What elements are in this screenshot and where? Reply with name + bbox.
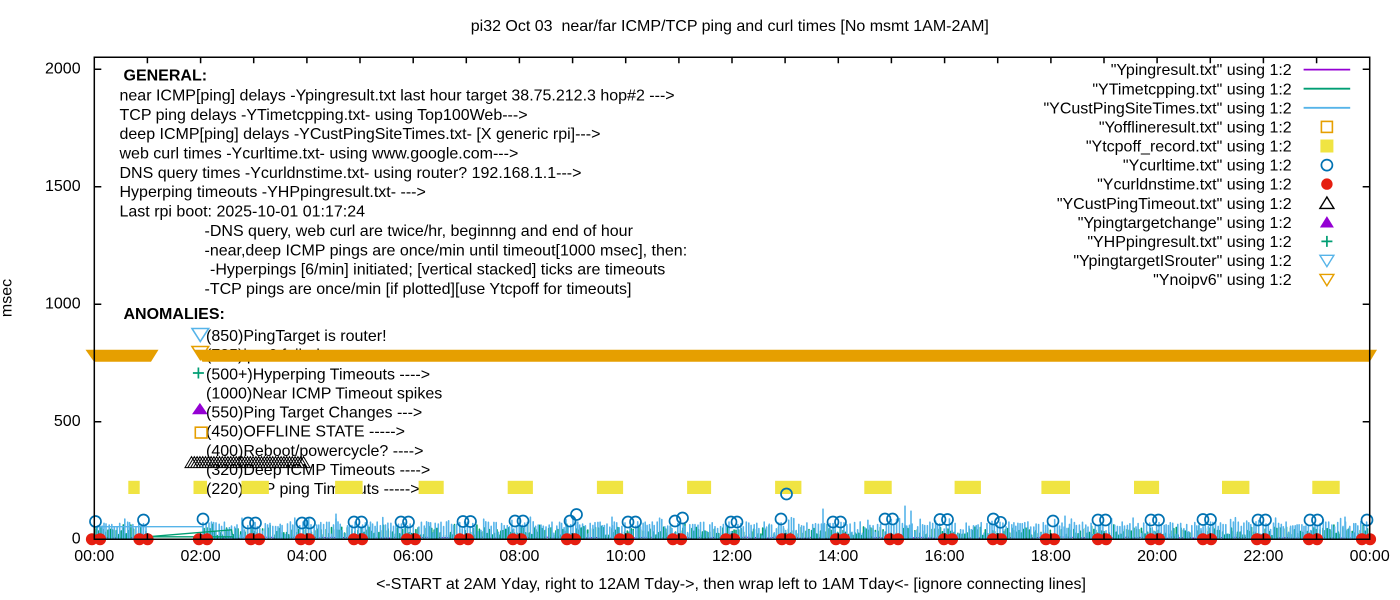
svg-text:-Hyperpings [6/min] initiated;: -Hyperpings [6/min] initiated; [vertical… xyxy=(210,262,665,279)
svg-text:10:00: 10:00 xyxy=(606,548,646,565)
svg-text:-DNS query, web curl are twice: -DNS query, web curl are twice/hr, begin… xyxy=(205,223,634,240)
svg-text:web curl times -Ycurltime.txt-: web curl times -Ycurltime.txt- using www… xyxy=(119,145,519,162)
svg-text:22:00: 22:00 xyxy=(1243,548,1283,565)
svg-text:0: 0 xyxy=(72,531,81,548)
svg-text:04:00: 04:00 xyxy=(287,548,327,565)
svg-text:"Ynoipv6" using 1:2: "Ynoipv6" using 1:2 xyxy=(1153,272,1292,289)
svg-text:"YCustPingTimeout.txt" using 1: "YCustPingTimeout.txt" using 1:2 xyxy=(1057,196,1292,213)
svg-text:"Ypingtargetchange" using 1:2: "Ypingtargetchange" using 1:2 xyxy=(1078,215,1292,232)
svg-text:Hyperping timeouts -YHPpingres: Hyperping timeouts -YHPpingresult.txt- -… xyxy=(120,184,426,201)
svg-text:"Ycurldnstime.txt" using 1:2: "Ycurldnstime.txt" using 1:2 xyxy=(1097,177,1292,194)
svg-text:00:00: 00:00 xyxy=(1350,548,1390,565)
svg-text:(400)Reboot/powercycle? ---->: (400)Reboot/powercycle? ----> xyxy=(206,443,423,460)
svg-text:02:00: 02:00 xyxy=(181,548,221,565)
svg-text:(500+)Hyperping Timeouts ---->: (500+)Hyperping Timeouts ----> xyxy=(206,366,430,383)
svg-text:Last rpi boot: 2025-10-01 01:1: Last rpi boot: 2025-10-01 01:17:24 xyxy=(120,204,366,221)
svg-text:near ICMP[ping] delays -Ypingr: near ICMP[ping] delays -Ypingresult.txt … xyxy=(120,87,675,104)
svg-text:DNS query times -Ycurldnstime.: DNS query times -Ycurldnstime.txt- using… xyxy=(120,165,582,182)
svg-text:14:00: 14:00 xyxy=(818,548,858,565)
svg-text:"YHPpingresult.txt" using 1:2: "YHPpingresult.txt" using 1:2 xyxy=(1087,234,1291,251)
svg-text:-TCP pings are once/min [if pl: -TCP pings are once/min [if plotted][use… xyxy=(205,281,632,298)
svg-text:"Ypingresult.txt" using 1:2: "Ypingresult.txt" using 1:2 xyxy=(1111,62,1292,79)
svg-text:msec: msec xyxy=(0,279,16,317)
svg-text:(1000)Near ICMP Timeout spikes: (1000)Near ICMP Timeout spikes xyxy=(206,385,442,402)
svg-text:-near,deep ICMP pings are once: -near,deep ICMP pings are once/min until… xyxy=(205,242,688,259)
svg-text:"YCustPingSiteTimes.txt" using: "YCustPingSiteTimes.txt" using 1:2 xyxy=(1043,100,1291,117)
svg-text:deep ICMP[ping] delays -YCustP: deep ICMP[ping] delays -YCustPingSiteTim… xyxy=(120,126,601,143)
svg-text:(450)OFFLINE STATE ----->: (450)OFFLINE STATE -----> xyxy=(206,424,405,441)
svg-text:1500: 1500 xyxy=(45,178,81,195)
svg-text:08:00: 08:00 xyxy=(499,548,539,565)
svg-text:"Ycurltime.txt" using 1:2: "Ycurltime.txt" using 1:2 xyxy=(1123,158,1292,175)
svg-text:(220)TCP ping Timeouts ----->: (220)TCP ping Timeouts -----> xyxy=(206,481,420,498)
svg-text:(550)Ping Target Changes --->: (550)Ping Target Changes ---> xyxy=(206,405,422,422)
svg-text:"Ytcpoff_record.txt" using 1:2: "Ytcpoff_record.txt" using 1:2 xyxy=(1086,139,1292,156)
svg-text:GENERAL:: GENERAL: xyxy=(124,67,208,84)
svg-text:<-START at 2AM Yday, right to: <-START at 2AM Yday, right to 12AM Tday-… xyxy=(376,576,1086,593)
svg-text:06:00: 06:00 xyxy=(393,548,433,565)
svg-text:18:00: 18:00 xyxy=(1031,548,1071,565)
svg-text:16:00: 16:00 xyxy=(925,548,965,565)
svg-text:ANOMALIES:: ANOMALIES: xyxy=(124,306,225,323)
svg-text:00:00: 00:00 xyxy=(74,548,114,565)
svg-text:(850)PingTarget is router!: (850)PingTarget is router! xyxy=(206,328,387,345)
svg-text:TCP ping delays -YTimetcpping.: TCP ping delays -YTimetcpping.txt- using… xyxy=(120,107,528,124)
svg-text:500: 500 xyxy=(54,413,81,430)
svg-text:"YpingtargetISrouter" using 1:: "YpingtargetISrouter" using 1:2 xyxy=(1073,253,1291,270)
svg-text:"YTimetcpping.txt" using 1:2: "YTimetcpping.txt" using 1:2 xyxy=(1092,81,1291,98)
svg-text:20:00: 20:00 xyxy=(1137,548,1177,565)
svg-text:"Yofflineresult.txt" using 1:2: "Yofflineresult.txt" using 1:2 xyxy=(1099,119,1292,136)
svg-text:2000: 2000 xyxy=(45,61,81,78)
svg-text:pi32 Oct 03 near/far ICMP/TCP: pi32 Oct 03 near/far ICMP/TCP ping and c… xyxy=(471,18,989,35)
svg-text:1000: 1000 xyxy=(45,296,81,313)
svg-text:12:00: 12:00 xyxy=(712,548,752,565)
